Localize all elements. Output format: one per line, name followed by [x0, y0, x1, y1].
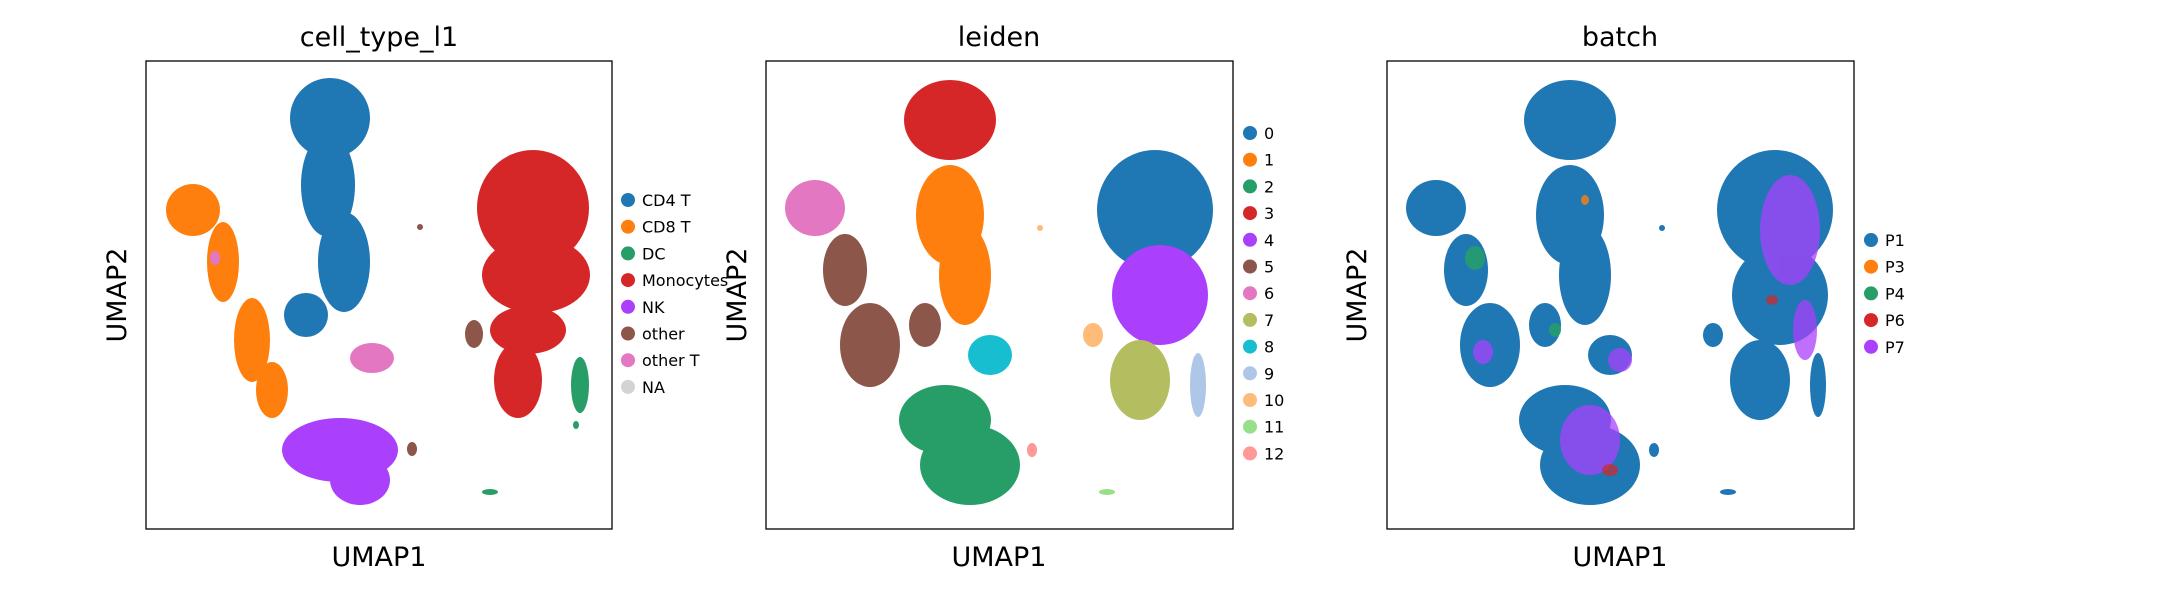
legend-label: NK: [642, 298, 665, 317]
legend-marker: [1243, 339, 1257, 354]
legend-marker: [621, 326, 635, 341]
legend-label: 0: [1264, 124, 1274, 143]
legend-label: 7: [1264, 311, 1274, 330]
legend-label: P1: [1885, 231, 1905, 250]
blob-p3: [1581, 195, 1589, 205]
cluster-1: [916, 165, 991, 325]
cluster-8: [968, 335, 1012, 375]
cluster-5: [823, 234, 941, 387]
legend-marker: [1864, 313, 1878, 328]
cluster-11: [1099, 489, 1115, 495]
legend-label: CD4 T: [642, 191, 691, 210]
legend-marker: [1243, 446, 1257, 461]
legend-label: P6: [1885, 311, 1905, 330]
legend-marker: [1243, 179, 1257, 194]
legend-marker: [1864, 339, 1878, 354]
legend: P1 P3 P4 P6 P7: [1864, 231, 1905, 357]
legend-marker: [1243, 232, 1257, 247]
legend-label: CD8 T: [642, 218, 691, 237]
cluster-12: [1027, 443, 1037, 457]
legend-label: P4: [1885, 284, 1905, 303]
cluster-3: [904, 80, 996, 160]
cluster-6: [785, 180, 845, 236]
y-axis-label: UMAP2: [1342, 248, 1373, 343]
blob-cd4-t: [284, 78, 370, 337]
legend-marker: [1243, 259, 1257, 274]
y-axis-label: UMAP2: [722, 248, 753, 343]
blob-p6: [1602, 295, 1778, 476]
blob-other-t: [210, 251, 394, 373]
plot-frame: [765, 60, 1234, 530]
legend-label: 12: [1264, 444, 1284, 463]
panel-title: batch: [1582, 22, 1658, 53]
blob-cd8-t: [166, 184, 288, 418]
legend-marker: [621, 193, 635, 207]
legend-label: Monocytes: [642, 271, 728, 290]
legend-label: 10: [1264, 391, 1284, 410]
panel-title: leiden: [958, 22, 1040, 53]
y-axis-label: UMAP2: [102, 248, 133, 343]
legend-marker: [1243, 393, 1257, 407]
legend-label: P7: [1885, 338, 1905, 357]
legend-label: 2: [1264, 177, 1274, 196]
legend-marker: [621, 246, 635, 261]
legend-marker: [1243, 419, 1257, 434]
blob-other: [407, 224, 483, 456]
scatter-points: [166, 78, 590, 505]
x-axis-label: UMAP1: [332, 542, 427, 573]
legend-marker: [621, 219, 635, 234]
legend-marker: [1864, 259, 1878, 274]
legend-label: 5: [1264, 258, 1274, 277]
blob-dc: [482, 357, 589, 495]
legend-label: other T: [642, 351, 700, 370]
cluster-9: [1190, 353, 1206, 417]
legend-label: 9: [1264, 364, 1274, 383]
scatter-points: [1406, 80, 1833, 505]
blob-p4: [1465, 246, 1561, 337]
legend-marker: [621, 273, 635, 288]
panel-leiden: leiden: [722, 22, 1284, 573]
panel-title: cell_type_l1: [300, 22, 458, 53]
legend-marker: [1243, 312, 1257, 327]
blob-monocytes: [477, 150, 590, 418]
plot-frame: [145, 60, 613, 530]
legend-label: DC: [642, 244, 666, 263]
cluster-10: [1037, 225, 1103, 347]
legend-label: 6: [1264, 284, 1274, 303]
legend-label: 8: [1264, 338, 1274, 357]
legend-label: other: [642, 325, 685, 344]
cluster-0: [1097, 150, 1213, 270]
legend-marker: [621, 379, 635, 394]
legend-marker: [1243, 366, 1257, 381]
x-axis-label: UMAP1: [952, 542, 1047, 573]
legend-marker: [621, 353, 635, 368]
legend-marker: [1864, 233, 1878, 247]
blob-nk: [282, 418, 398, 505]
cluster-7: [1110, 340, 1170, 420]
legend-marker: [1243, 286, 1257, 301]
blob-p7: [1473, 175, 1820, 475]
legend-marker: [1243, 126, 1257, 140]
legend-label: 4: [1264, 231, 1274, 250]
scatter-points: [785, 80, 1213, 505]
legend-label: 11: [1264, 418, 1284, 437]
cluster-4: [1112, 245, 1208, 345]
legend-marker: [621, 299, 635, 314]
legend-marker: [1243, 206, 1257, 221]
legend-label: 1: [1264, 151, 1274, 170]
cluster-2: [899, 385, 1020, 505]
legend-marker: [1864, 286, 1878, 301]
legend: CD4 T CD8 T DC Monocytes NK other other T NA: [621, 191, 728, 397]
legend-label: NA: [642, 378, 665, 397]
x-axis-label: UMAP1: [1573, 542, 1668, 573]
panel-cell-type-l1: cell_type_l1: [102, 22, 728, 573]
legend-label: 3: [1264, 204, 1274, 223]
panel-batch: batch: [1342, 22, 1905, 573]
legend-marker: [1243, 152, 1257, 167]
plot-frame: [1386, 60, 1855, 530]
legend-label: P3: [1885, 258, 1905, 277]
